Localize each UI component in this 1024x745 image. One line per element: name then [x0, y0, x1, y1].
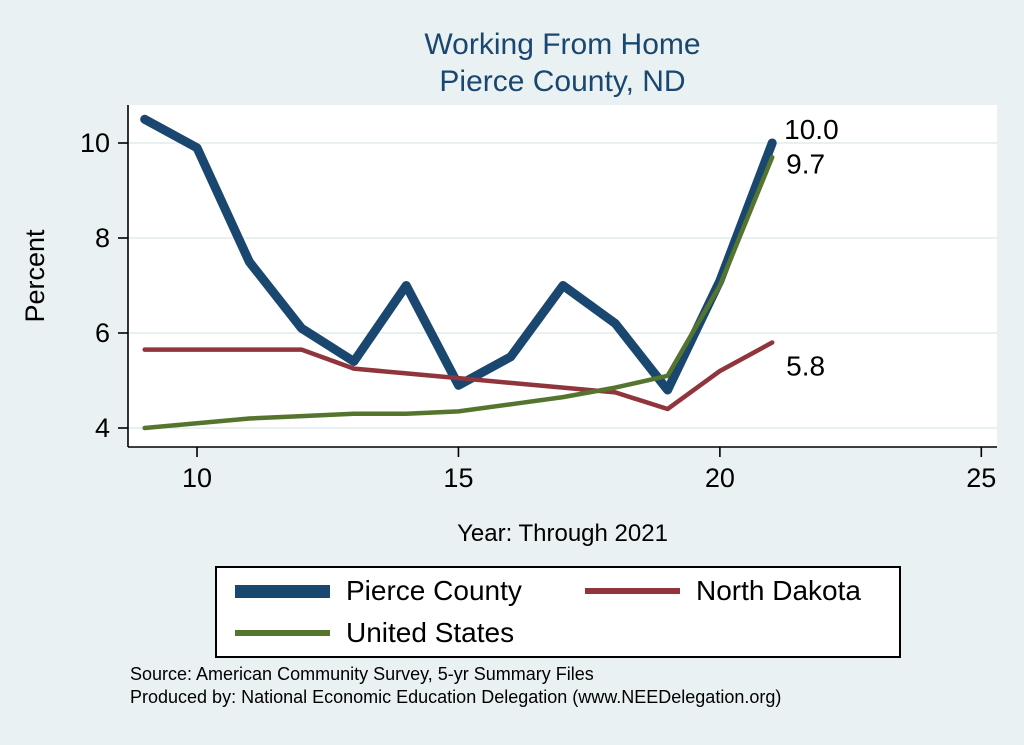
- end-label-united-states: 9.7: [786, 148, 825, 179]
- legend-swatch-united-states: [235, 630, 330, 636]
- end-label-north-dakota: 5.8: [786, 351, 825, 382]
- plot-background: [128, 105, 997, 447]
- x-tick-label: 15: [443, 463, 473, 493]
- x-tick-label: 25: [966, 463, 996, 493]
- x-tick-label: 10: [182, 463, 212, 493]
- y-tick-label: 6: [95, 318, 110, 348]
- series-line-united-states: [142, 155, 775, 431]
- y-tick-label: 8: [95, 223, 110, 253]
- chart-title: Working From Home Pierce County, ND: [128, 26, 997, 100]
- legend-item-united-states: United States: [235, 617, 585, 649]
- legend-label-north-dakota: North Dakota: [696, 575, 861, 606]
- legend-item-pierce-county: Pierce County: [235, 575, 585, 607]
- chart-title-line2: Pierce County, ND: [439, 65, 686, 98]
- chart-title-line1: Working From Home: [424, 28, 701, 61]
- y-tick-label: 10: [80, 128, 110, 158]
- series-line-north-dakota: [142, 340, 775, 412]
- source-note: Source: American Community Survey, 5-yr …: [130, 664, 594, 684]
- x-axis-title: Year: Through 2021: [457, 520, 668, 547]
- legend-label-united-states: United States: [346, 617, 515, 648]
- credit-note: Produced by: National Economic Education…: [130, 687, 782, 707]
- footer-notes: Source: American Community Survey, 5-yr …: [130, 663, 781, 709]
- legend: Pierce County North Dakota United States: [215, 566, 901, 658]
- x-tick-label: 20: [705, 463, 735, 493]
- legend-swatch-pierce-county: [235, 584, 330, 598]
- y-axis-title: Percent: [20, 229, 50, 323]
- legend-item-north-dakota: North Dakota: [585, 575, 899, 607]
- legend-label-pierce-county: Pierce County: [346, 575, 522, 606]
- y-tick-label: 4: [95, 413, 110, 443]
- legend-swatch-north-dakota: [585, 588, 680, 594]
- end-label-pierce-county: 10.0: [784, 114, 839, 145]
- series-line-pierce-county: [140, 114, 777, 395]
